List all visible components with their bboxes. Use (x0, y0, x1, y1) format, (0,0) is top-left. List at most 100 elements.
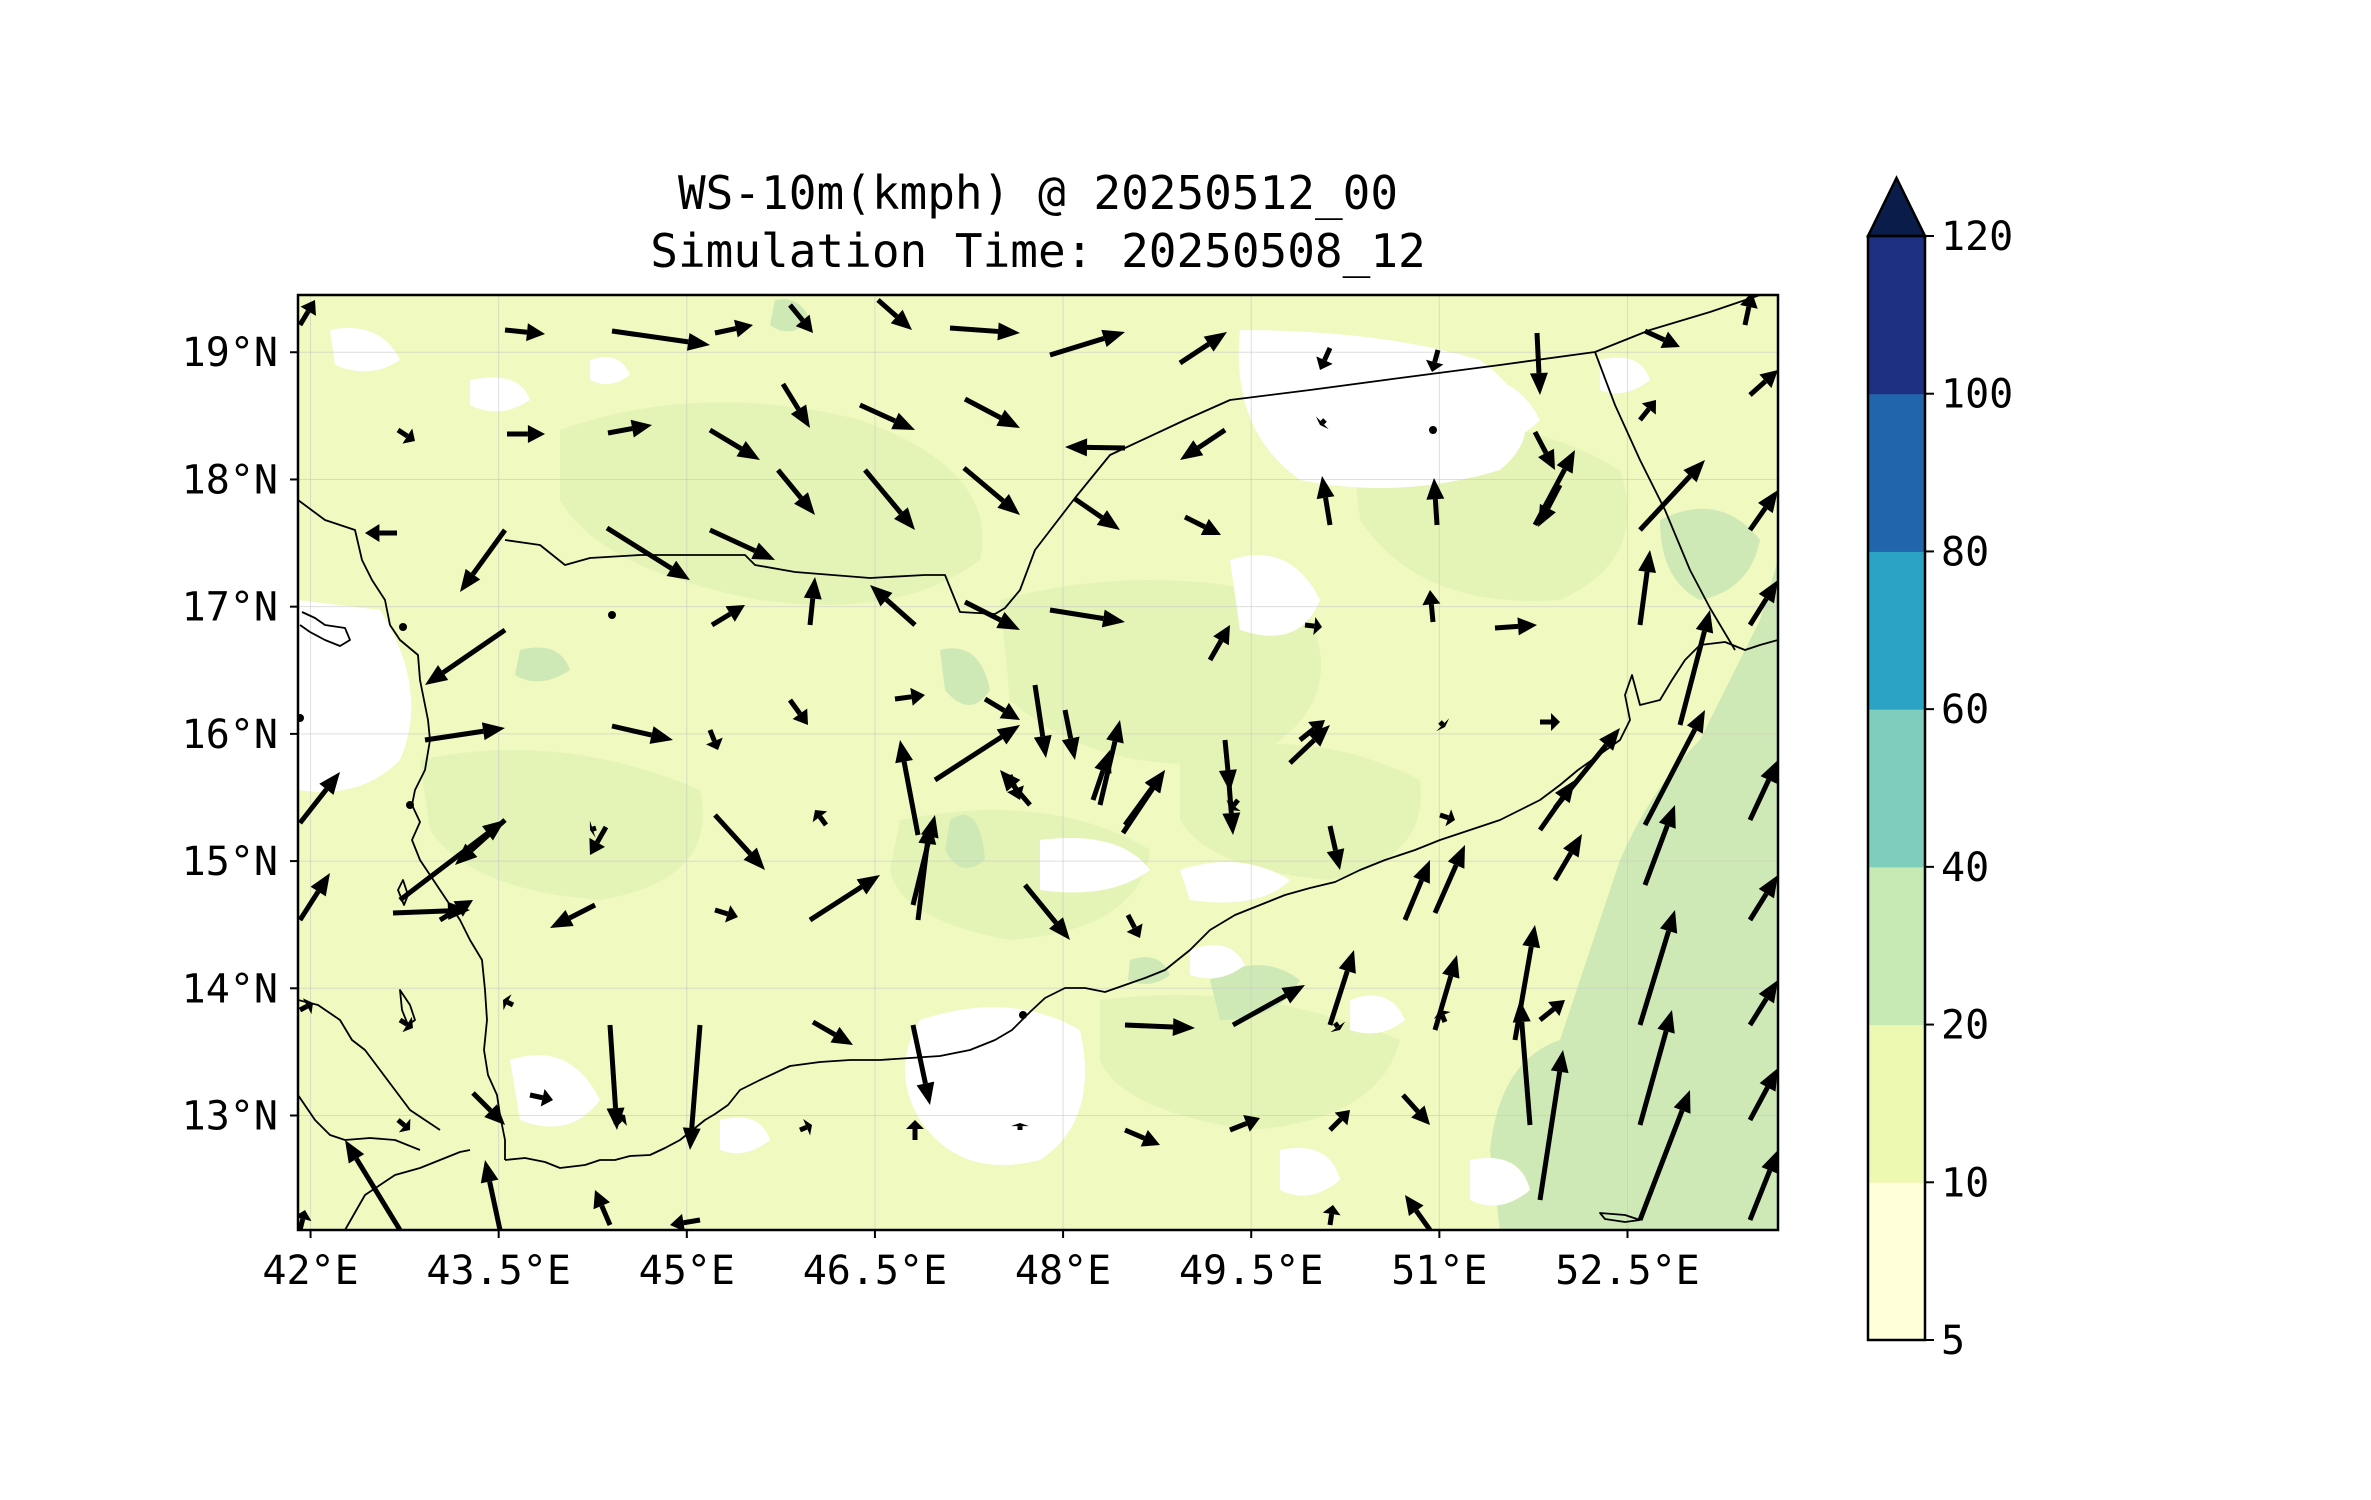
x-tick-label: 52.5°E (1555, 1248, 1700, 1294)
wind-arrow (507, 425, 545, 443)
wind-arrow (906, 1120, 924, 1140)
longitude-axis: 42°E 43.5°E 45°E 46.5°E 48°E 49.5°E 51°E 52.5°E (262, 1230, 1700, 1294)
colorbar-tick-label: 5 (1941, 1318, 1965, 1364)
y-tick-label: 19°N (182, 330, 278, 376)
wind-arrow (1638, 460, 1705, 532)
wind-arrow (398, 820, 505, 902)
wind-arrow (1642, 710, 1705, 827)
x-tick-label: 49.5°E (1179, 1248, 1324, 1294)
wind-arrow (812, 810, 829, 827)
wind-arrow (1426, 478, 1445, 526)
wind-arrow (1405, 1195, 1433, 1230)
wind-arrow (1637, 1010, 1675, 1126)
wind-arrow (298, 300, 316, 327)
wind-arrow (1061, 709, 1080, 760)
wind-arrow (870, 585, 917, 627)
wind-arrow (345, 1140, 403, 1230)
wind-arrow (1328, 1110, 1350, 1132)
eritrea-coast (298, 999, 441, 1131)
wind-arrow (460, 528, 508, 592)
wind-arrow (776, 468, 815, 515)
wind-arrow (589, 820, 597, 838)
red-sea-coast-east (298, 499, 506, 1160)
wind-arrow (1433, 1010, 1451, 1023)
colorbar-segment (1868, 866, 1925, 1026)
wind-arrow (1529, 332, 1548, 395)
figure-title-line-2: Simulation Time: 20250508_12 (650, 224, 1426, 278)
colorbar-tick-label: 120 (1941, 214, 2013, 260)
wind-arrow (811, 1019, 853, 1045)
wind-arrow (1637, 550, 1657, 626)
colorbar: 5 10 20 40 60 80 100 120 (1865, 175, 2013, 1364)
wind-arrow (949, 322, 1020, 341)
wind-arrow (1643, 328, 1680, 348)
colorbar-outline (1866, 234, 1927, 1342)
wind-arrow (1090, 750, 1112, 801)
wind-arrow (708, 527, 775, 560)
wind-arrow (1316, 476, 1335, 526)
wind-arrow (298, 714, 304, 722)
wind-arrow (1183, 514, 1221, 535)
wind-arrow (714, 319, 753, 338)
latitude-axis: 19°N 18°N 17°N 16°N 15°N 14°N 13°N (182, 330, 298, 1140)
wind-arrow (780, 382, 810, 428)
saudi-yemen-border (504, 295, 1761, 615)
wind-arrow (706, 729, 723, 750)
wind-arrow (1532, 450, 1575, 527)
wind-arrow (611, 328, 710, 351)
kamaran-island (397, 879, 409, 906)
colorbar-segment (1868, 1182, 1925, 1341)
wind-arrow (1326, 825, 1345, 870)
wind-arrow (1304, 617, 1322, 636)
wind-arrow (808, 875, 880, 923)
wind-arrow (1637, 1090, 1691, 1221)
wind-arrow (682, 1024, 703, 1150)
wind-arrow (1638, 400, 1656, 422)
wind-arrow (799, 1118, 812, 1136)
wind-arrow (963, 396, 1020, 428)
wind-arrow (1124, 1127, 1160, 1147)
wind-arrow (1178, 332, 1227, 366)
wind-vector-field (298, 295, 1778, 1230)
wind-arrow (1747, 490, 1778, 532)
wind-arrow (550, 902, 597, 928)
wind-arrow (1049, 329, 1125, 358)
wind-arrow (1226, 798, 1241, 812)
wind-arrow (962, 466, 1020, 515)
wind-arrow (392, 901, 470, 920)
wind-arrow (298, 1210, 312, 1230)
wind-arrow (480, 1160, 503, 1230)
colorbar-tick-label: 40 (1941, 845, 1989, 891)
wind-arrow (1229, 1115, 1260, 1133)
wind-arrow (713, 813, 765, 870)
djibouti-coast (344, 1149, 471, 1230)
x-tick-label: 51°E (1391, 1248, 1487, 1294)
wind-arrow (1747, 980, 1778, 1027)
wind-arrow (605, 525, 690, 580)
wind-arrow (714, 905, 738, 923)
wind-arrow (399, 623, 407, 631)
wind-arrow (424, 722, 505, 743)
wind-arrow (503, 994, 515, 1011)
colorbar-segment (1868, 1024, 1925, 1183)
wind-arrow (1552, 834, 1582, 882)
wind-arrow (1180, 427, 1227, 460)
wind-arrow (396, 427, 415, 444)
colorbar-tick-label: 20 (1941, 1003, 1989, 1049)
wind-arrow (803, 577, 822, 626)
wind-arrow (608, 611, 616, 619)
wind-arrow (933, 725, 1020, 783)
wind-arrow (1401, 1093, 1430, 1125)
wind-arrow (1330, 1021, 1346, 1033)
wind-arrow (876, 298, 912, 330)
wind-arrow (365, 524, 397, 542)
wind-arrow (1327, 950, 1356, 1026)
wind-arrow (611, 723, 673, 744)
wind-arrow (894, 687, 925, 706)
wind-arrow (708, 427, 760, 460)
wind-arrow (1073, 496, 1120, 530)
colorbar-tick-label: 60 (1941, 687, 1989, 733)
wind-arrow (1122, 770, 1165, 827)
y-tick-label: 14°N (182, 966, 278, 1012)
wind-arrow (1231, 985, 1305, 1028)
